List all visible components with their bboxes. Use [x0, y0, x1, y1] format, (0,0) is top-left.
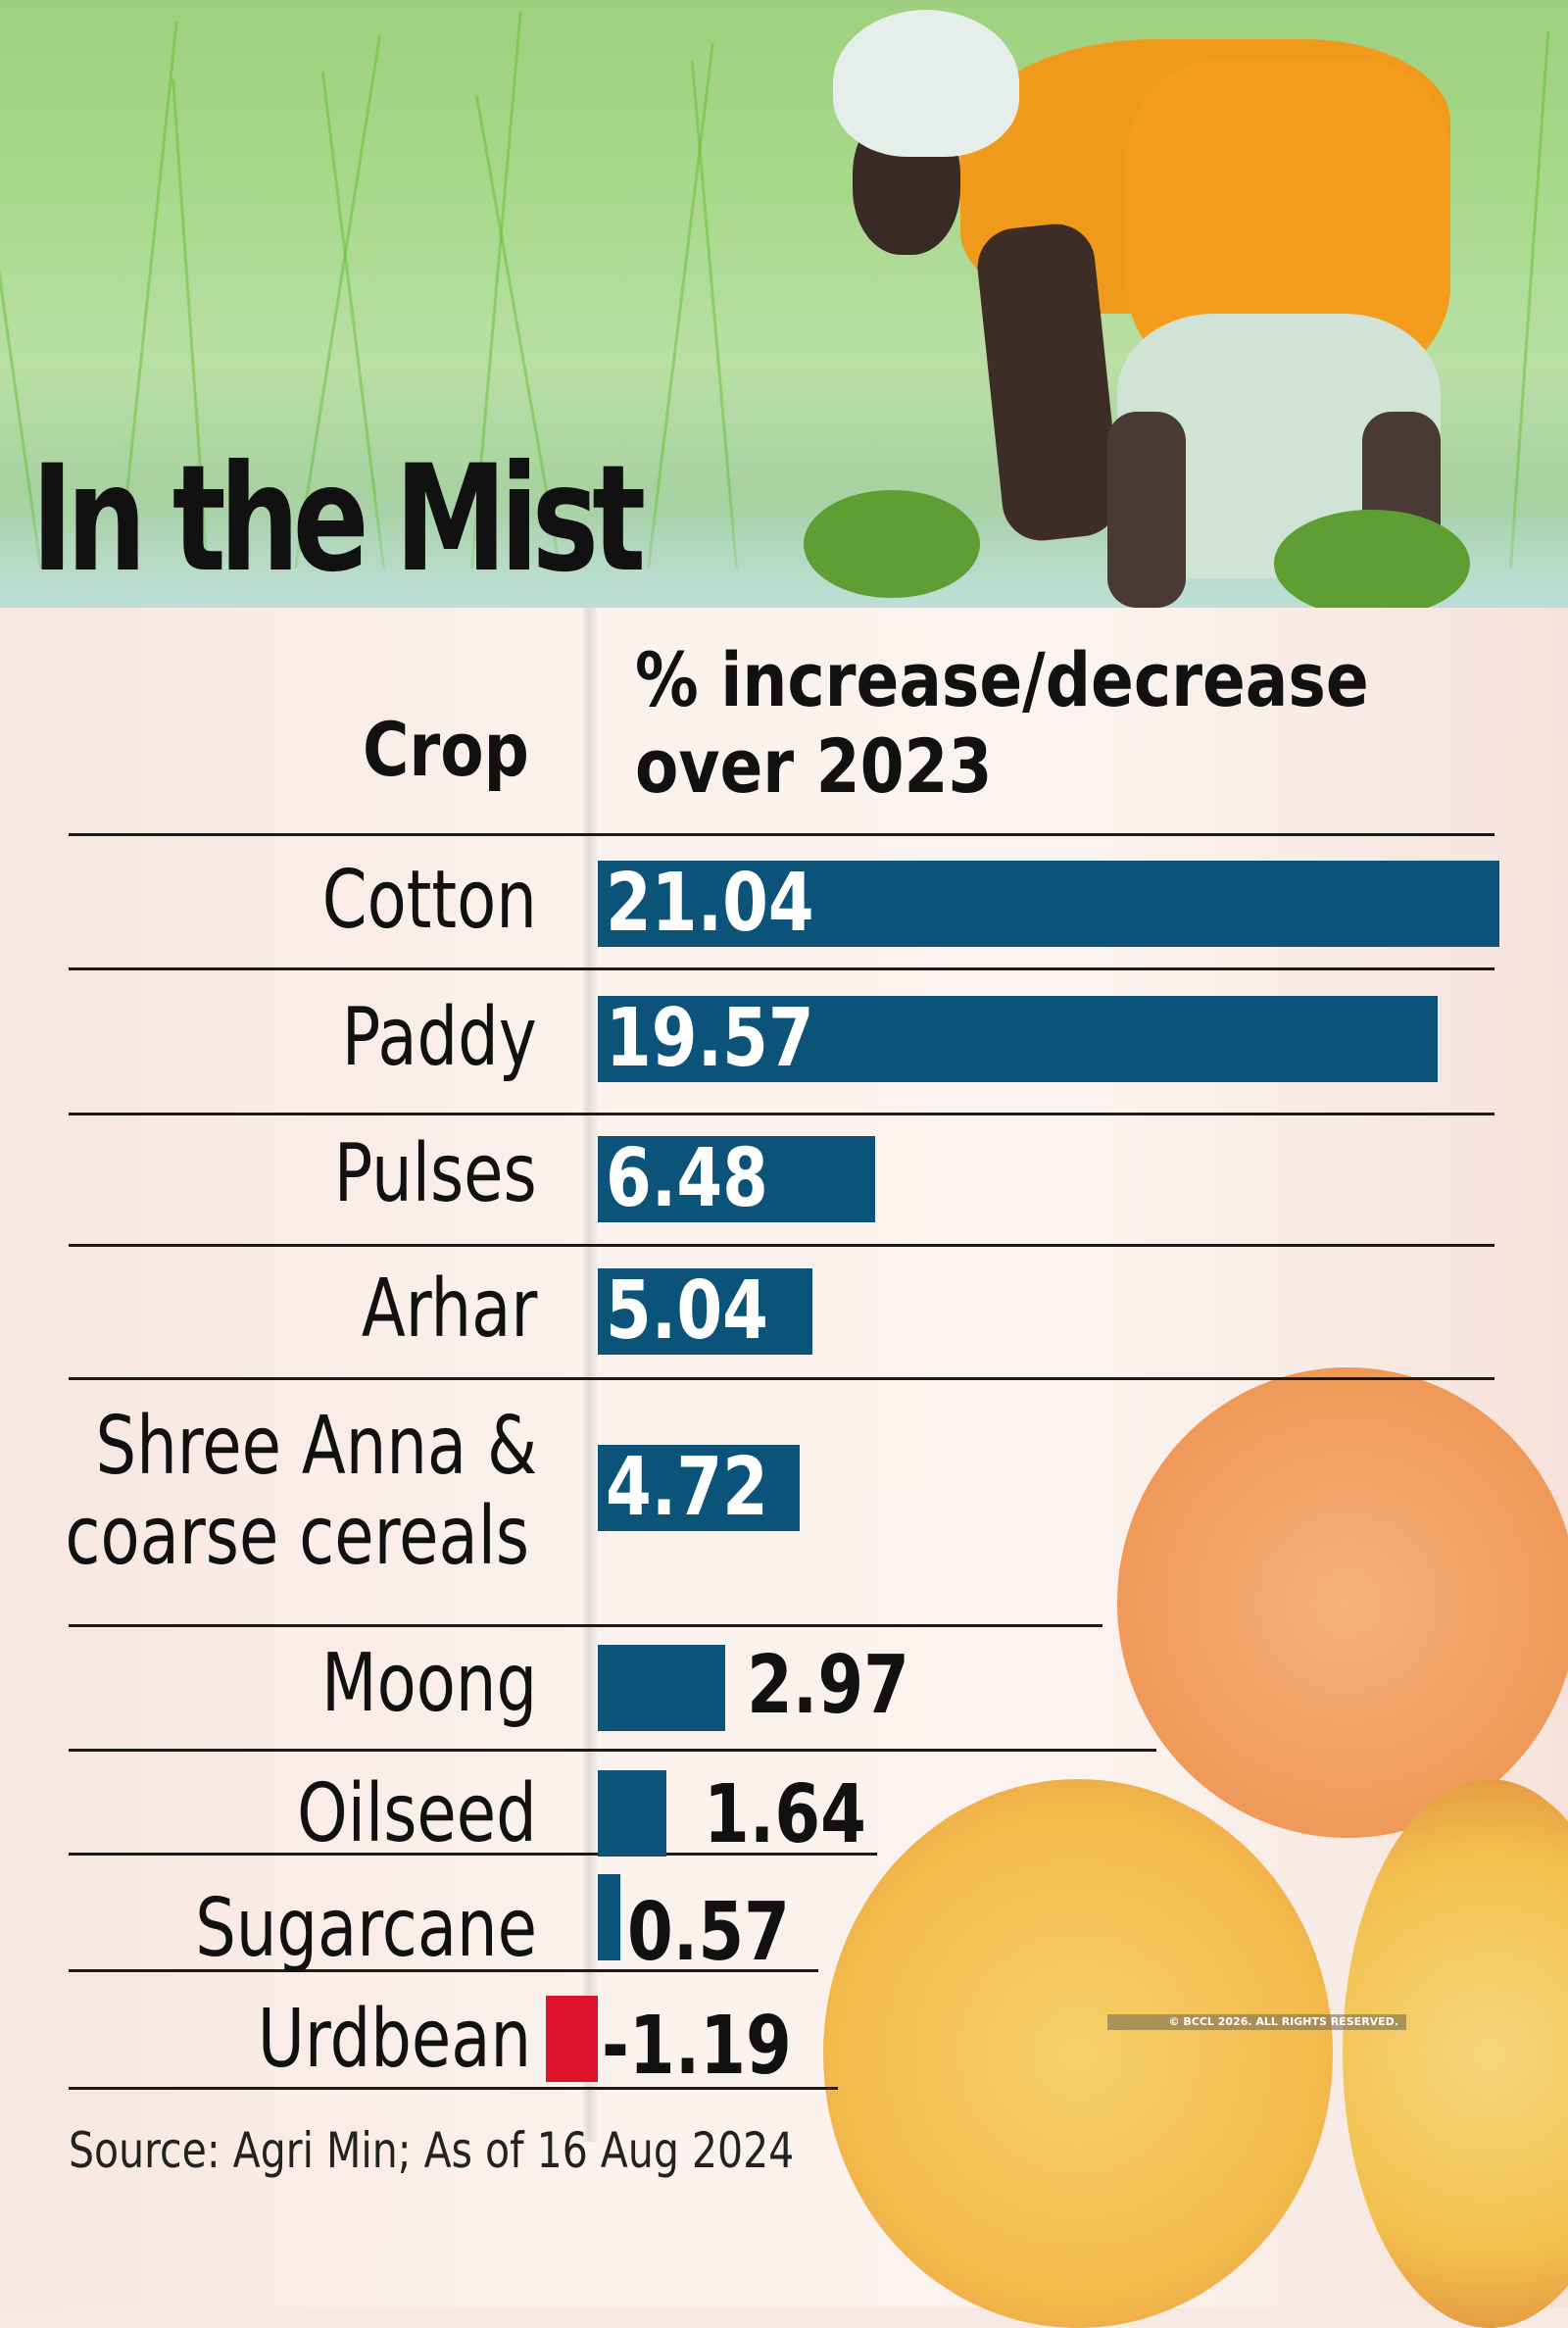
farmer-leg [1107, 412, 1186, 608]
row-divider [69, 1377, 1494, 1380]
row-divider [69, 1624, 1102, 1627]
row-divider [69, 1749, 1156, 1752]
bar-arhar [598, 1268, 812, 1355]
row-divider [69, 1244, 1494, 1247]
farmer-scarf [833, 10, 1019, 157]
source-note: Source: Agri Min; As of 16 Aug 2024 [69, 2122, 795, 2179]
bar-sugarcane [598, 1874, 620, 1960]
bar-paddy [598, 996, 1438, 1082]
row-divider [69, 833, 1494, 836]
value-paddy: 19.57 [606, 992, 814, 1085]
row-divider [69, 967, 1494, 970]
rice-seedling-bundle [804, 490, 980, 598]
bar-oilseed [598, 1770, 666, 1857]
bar-shree-anna [598, 1445, 800, 1531]
value-sugarcane: 0.57 [627, 1886, 790, 1979]
chart-title: In the Mist [31, 434, 646, 605]
crop-label-cotton: Cotton [321, 854, 537, 947]
crop-label-paddy: Paddy [342, 991, 537, 1084]
value-cotton: 21.04 [606, 857, 814, 950]
value-arhar: 5.04 [606, 1264, 768, 1358]
crop-label-oilseed: Oilseed [297, 1767, 537, 1860]
crop-label-moong: Moong [320, 1637, 537, 1730]
row-divider [69, 2087, 838, 2090]
header-photo-rice-farmer: In the Mist [0, 0, 1568, 608]
bar-urdbean [546, 1996, 598, 2082]
row-divider [69, 1113, 1494, 1115]
rice-seedling-bundle [1274, 510, 1470, 608]
column-header-crop: Crop [363, 706, 529, 793]
chana-dal-bowl-image [823, 1779, 1333, 2328]
row-divider [69, 1853, 877, 1856]
bar-cotton [598, 861, 1499, 947]
column-header-metric: % increase/decrease over 2023 [635, 637, 1369, 810]
value-oilseed: 1.64 [704, 1768, 866, 1861]
bar-moong [598, 1645, 725, 1731]
crop-label-pulses: Pulses [334, 1127, 537, 1220]
value-moong: 2.97 [747, 1639, 909, 1732]
column-header-metric-line2: over 2023 [635, 722, 993, 810]
crop-label-sugarcane: Sugarcane [195, 1882, 537, 1975]
crop-label-shree-anna-line2: coarse cereals [65, 1490, 529, 1583]
value-urdbean: -1.19 [602, 2000, 792, 2093]
crop-label-shree-anna-line1: Shree Anna & [95, 1400, 537, 1493]
value-shree-anna: 4.72 [606, 1441, 768, 1534]
crop-label-arhar: Arhar [361, 1263, 537, 1356]
row-divider [69, 1969, 818, 1972]
crop-label-shree-anna: Shree Anna & coarse cereals [65, 1402, 537, 1582]
lentil-bowl-image [1117, 1367, 1568, 1838]
column-header-metric-line1: % increase/decrease [635, 636, 1369, 723]
bar-pulses [598, 1136, 875, 1222]
moong-dal-bowl-image [1343, 1779, 1568, 2328]
copyright-watermark: © BCCL 2026. ALL RIGHTS RESERVED. [1107, 2014, 1406, 2030]
grass-decoration [1509, 30, 1550, 570]
value-pulses: 6.48 [606, 1132, 768, 1225]
crop-label-urdbean: Urdbean [257, 1993, 531, 2086]
column-divider [583, 608, 597, 2142]
